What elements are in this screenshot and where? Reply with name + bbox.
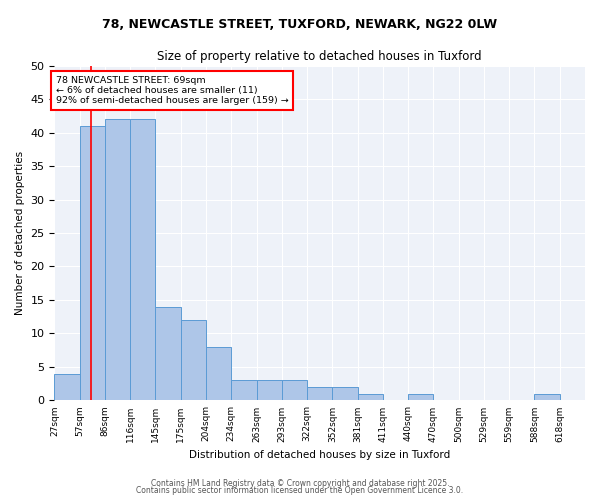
Bar xyxy=(307,387,332,400)
Bar xyxy=(155,306,181,400)
Bar xyxy=(358,394,383,400)
Bar xyxy=(105,119,130,400)
Bar xyxy=(257,380,282,400)
Bar xyxy=(408,394,433,400)
Text: Contains HM Land Registry data © Crown copyright and database right 2025.: Contains HM Land Registry data © Crown c… xyxy=(151,478,449,488)
Text: 78, NEWCASTLE STREET, TUXFORD, NEWARK, NG22 0LW: 78, NEWCASTLE STREET, TUXFORD, NEWARK, N… xyxy=(103,18,497,30)
Bar xyxy=(55,374,80,400)
Title: Size of property relative to detached houses in Tuxford: Size of property relative to detached ho… xyxy=(157,50,482,63)
Y-axis label: Number of detached properties: Number of detached properties xyxy=(15,151,25,315)
X-axis label: Distribution of detached houses by size in Tuxford: Distribution of detached houses by size … xyxy=(189,450,451,460)
Bar xyxy=(181,320,206,400)
Bar xyxy=(231,380,257,400)
Text: 78 NEWCASTLE STREET: 69sqm
← 6% of detached houses are smaller (11)
92% of semi-: 78 NEWCASTLE STREET: 69sqm ← 6% of detac… xyxy=(56,76,289,106)
Text: Contains public sector information licensed under the Open Government Licence 3.: Contains public sector information licen… xyxy=(136,486,464,495)
Bar xyxy=(130,119,155,400)
Bar xyxy=(206,347,231,401)
Bar xyxy=(282,380,307,400)
Bar xyxy=(332,387,358,400)
Bar xyxy=(80,126,105,400)
Bar xyxy=(535,394,560,400)
